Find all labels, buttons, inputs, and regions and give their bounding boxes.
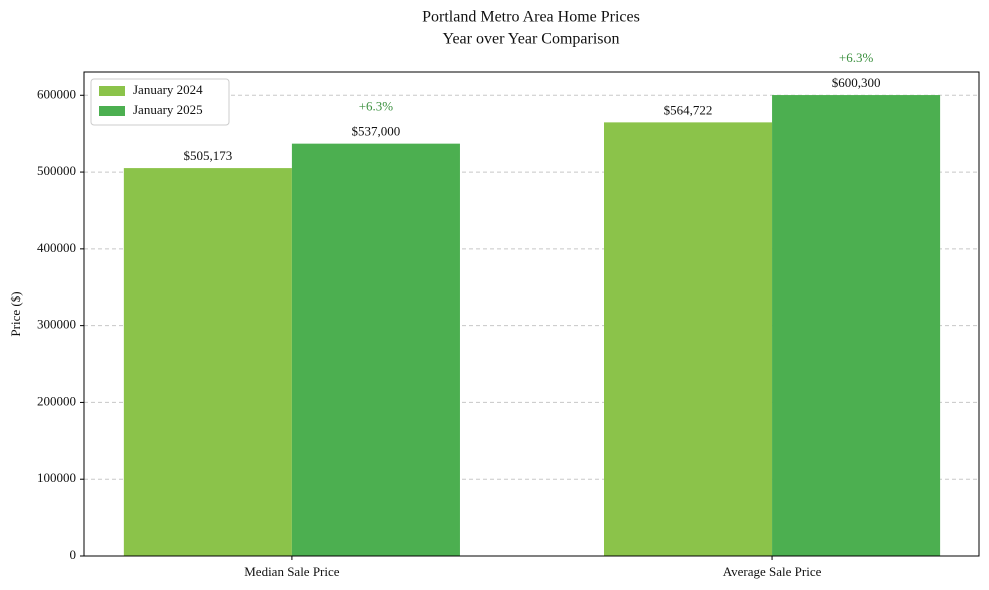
annotation: +6.3% [839,50,874,65]
y-axis-label: Price ($) [8,291,23,336]
legend-swatch [99,106,125,116]
x-tick-label: Median Sale Price [244,564,340,579]
value-label: $600,300 [832,75,881,90]
chart-title: Portland Metro Area Home Prices [422,9,640,26]
value-label: $564,722 [664,102,713,117]
y-tick-label: 0 [70,547,77,562]
y-tick-label: 100000 [37,470,76,485]
annotation: +6.3% [359,99,394,114]
bar [604,122,773,557]
legend-swatch [99,86,125,96]
value-label: $505,173 [184,148,233,163]
y-tick-label: 200000 [37,393,76,408]
chart-subtitle: Year over Year Comparison [442,31,619,48]
x-tick-label: Average Sale Price [723,564,822,579]
legend-box [90,78,230,126]
bar [123,168,292,557]
value-label: $537,000 [352,124,401,139]
legend-label: January 2025 [133,102,203,117]
bar [772,95,941,557]
bar [291,143,460,556]
plot-frame [83,71,980,557]
legend-label: January 2024 [133,82,203,97]
y-tick-label: 500000 [37,163,76,178]
y-tick-label: 600000 [37,86,76,101]
y-tick-label: 400000 [37,240,76,255]
y-tick-label: 300000 [37,317,76,332]
